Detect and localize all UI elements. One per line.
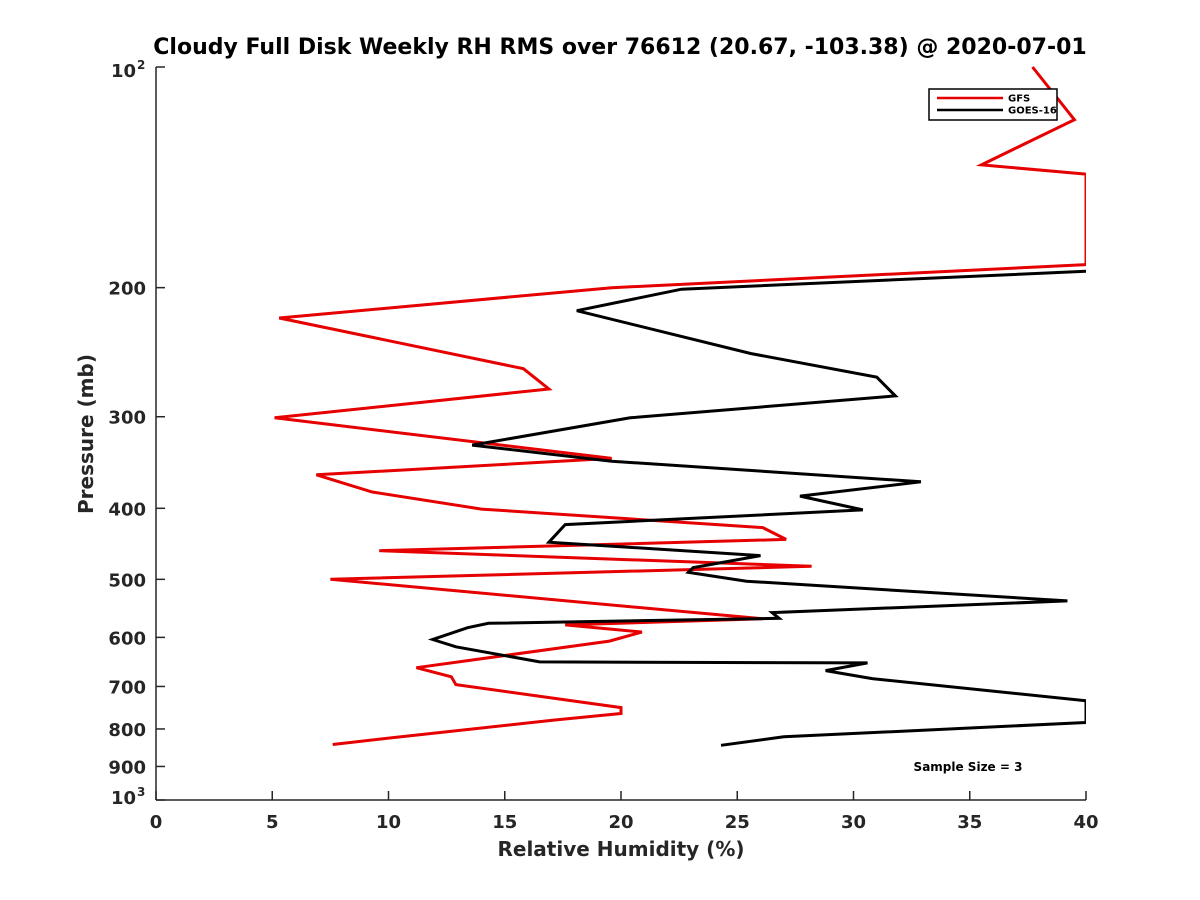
y-tick-label: 400 xyxy=(108,499,146,520)
x-tick-label: 10 xyxy=(376,812,401,833)
x-axis-label: Relative Humidity (%) xyxy=(497,837,744,861)
x-tick-label: 5 xyxy=(266,812,279,833)
y-tick-label: 800 xyxy=(108,720,146,741)
legend: GFS GOES-16 xyxy=(928,88,1058,121)
plot-area xyxy=(155,67,1086,801)
chart-title: Cloudy Full Disk Weekly RH RMS over 7661… xyxy=(153,35,1086,60)
sample-size-annotation: Sample Size = 3 xyxy=(914,760,1023,774)
series-line-goes16 xyxy=(427,269,1086,747)
x-tick-label: 40 xyxy=(1073,812,1098,833)
x-tick-label: 0 xyxy=(150,812,163,833)
y-tick-label: 900 xyxy=(108,757,146,778)
y-tick-exponent: 3 xyxy=(137,785,145,799)
y-tick-label: 600 xyxy=(108,628,146,649)
series-line-gfs xyxy=(274,66,1086,746)
legend-label-gfs: GFS xyxy=(1008,94,1030,105)
x-tick-label: 20 xyxy=(608,812,633,833)
y-tick-label: 300 xyxy=(108,408,146,429)
x-tick-label: 15 xyxy=(492,812,517,833)
y-tick-label: 10 xyxy=(111,61,136,82)
legend-box xyxy=(928,88,1058,121)
y-tick-label: 200 xyxy=(108,279,146,300)
y-axis-label: Pressure (mb) xyxy=(74,354,98,514)
y-tick-label: 700 xyxy=(108,677,146,698)
x-tick-label: 30 xyxy=(841,812,866,833)
y-tick-label: 500 xyxy=(108,570,146,591)
legend-label-goes16: GOES-16 xyxy=(1008,106,1057,117)
y-tick-exponent: 2 xyxy=(137,58,145,72)
series-layer xyxy=(274,66,1086,747)
x-axis-ticks: 0 5 10 15 20 25 30 35 40 xyxy=(150,791,1099,833)
y-tick-label: 10 xyxy=(111,788,136,809)
x-tick-label: 25 xyxy=(725,812,750,833)
x-tick-label: 35 xyxy=(957,812,982,833)
